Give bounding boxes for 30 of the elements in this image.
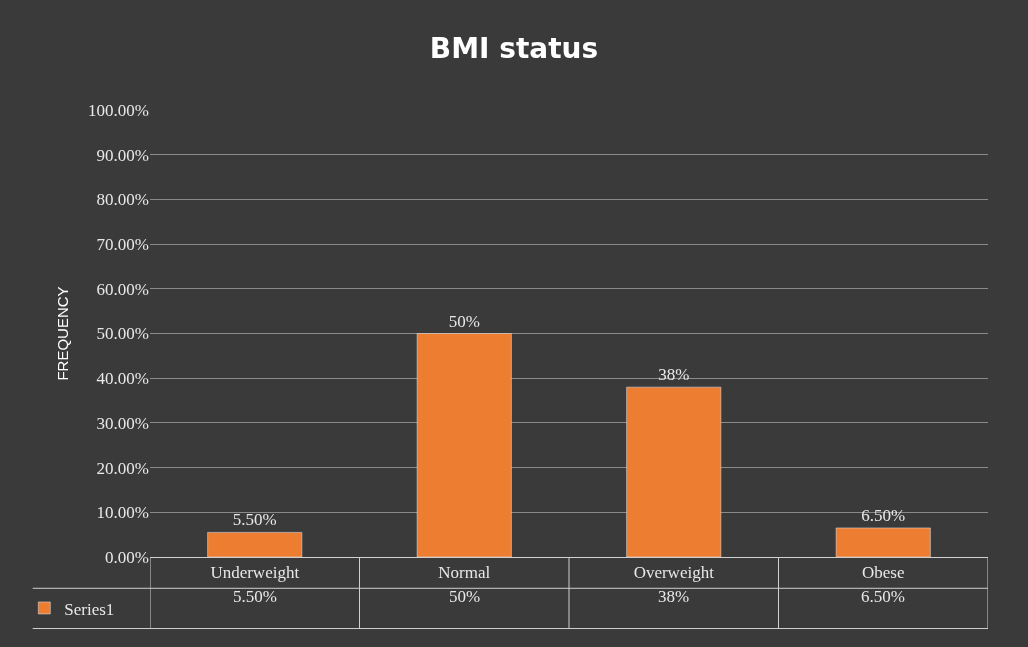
bar bbox=[626, 386, 722, 557]
y-tick-label: 100.00% bbox=[88, 100, 149, 120]
y-tick-label: 0.00% bbox=[105, 547, 149, 567]
y-tick-label: 10.00% bbox=[96, 503, 149, 523]
x-tick-label: Underweight bbox=[210, 563, 300, 583]
text: 50% bbox=[448, 311, 480, 331]
y-tick-label: 90.00% bbox=[96, 145, 149, 165]
legend-label: Series1 bbox=[64, 599, 115, 619]
y-tick-label: 40.00% bbox=[96, 369, 149, 389]
y-tick-label: 60.00% bbox=[96, 279, 149, 299]
data-label: 38% bbox=[658, 587, 690, 606]
text: 5.50% bbox=[232, 510, 277, 530]
x-tick-label: Overweight bbox=[633, 563, 715, 583]
bar bbox=[416, 333, 512, 557]
text: 38% bbox=[658, 365, 690, 385]
y-tick-label: 50.00% bbox=[96, 324, 149, 344]
data-label: 5.50% bbox=[233, 587, 277, 606]
y-axis-title: FREQUENCY bbox=[54, 286, 72, 381]
x-tick-label: Obese bbox=[862, 563, 905, 583]
y-tick-label: 80.00% bbox=[96, 190, 149, 210]
x-tick-label: Normal bbox=[438, 563, 491, 583]
bar bbox=[835, 527, 931, 557]
y-tick-label: 20.00% bbox=[96, 458, 149, 478]
y-tick-label: 70.00% bbox=[96, 235, 149, 255]
text: 6.50% bbox=[861, 505, 906, 525]
data-label: 6.50% bbox=[861, 587, 905, 606]
chart-title: BMI status bbox=[429, 32, 599, 66]
y-tick-label: 30.00% bbox=[96, 413, 149, 433]
data-label: 50% bbox=[449, 587, 481, 606]
bar bbox=[207, 532, 303, 557]
